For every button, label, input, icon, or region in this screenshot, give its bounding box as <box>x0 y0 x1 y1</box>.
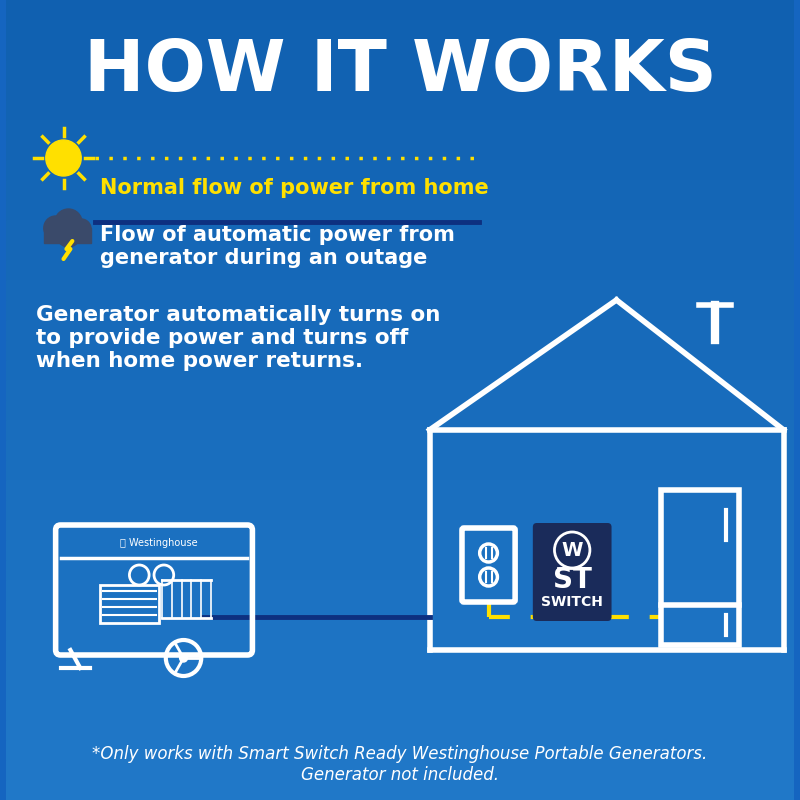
Bar <box>6 120 794 140</box>
Bar <box>6 200 794 220</box>
Text: Generator automatically turns on
to provide power and turns off
when home power : Generator automatically turns on to prov… <box>36 305 440 371</box>
Text: Flow of automatic power from
generator during an outage: Flow of automatic power from generator d… <box>100 225 454 268</box>
Bar <box>6 220 794 240</box>
Bar <box>6 560 794 580</box>
Text: W: W <box>562 541 583 559</box>
Bar <box>6 760 794 780</box>
Bar <box>6 380 794 400</box>
Bar <box>6 480 794 500</box>
Bar <box>661 490 739 645</box>
Bar <box>100 585 159 623</box>
Text: ⓦ Westinghouse: ⓦ Westinghouse <box>120 538 198 548</box>
Bar <box>6 0 794 20</box>
Bar <box>6 700 794 720</box>
Bar <box>6 20 794 40</box>
Bar <box>6 280 794 300</box>
Bar <box>6 400 794 420</box>
FancyBboxPatch shape <box>533 523 611 621</box>
Text: *Only works with Smart Switch Ready Westinghouse Portable Generators.
Generator : *Only works with Smart Switch Ready West… <box>92 745 708 784</box>
Circle shape <box>554 532 590 568</box>
Bar <box>6 780 794 800</box>
Bar <box>6 40 794 60</box>
Bar <box>6 580 794 600</box>
Bar <box>6 360 794 380</box>
Circle shape <box>54 209 82 237</box>
Bar <box>6 640 794 660</box>
Bar <box>6 460 794 480</box>
Bar <box>44 228 91 243</box>
Bar <box>6 680 794 700</box>
Bar <box>6 300 794 320</box>
Text: ST: ST <box>553 566 592 594</box>
Bar <box>6 520 794 540</box>
Bar <box>6 420 794 440</box>
Bar <box>6 80 794 100</box>
Bar <box>6 160 794 180</box>
Circle shape <box>57 223 80 247</box>
Text: Normal flow of power from home: Normal flow of power from home <box>100 178 489 198</box>
Circle shape <box>180 654 187 662</box>
Bar <box>6 140 794 160</box>
Bar <box>6 660 794 680</box>
Text: HOW IT WORKS: HOW IT WORKS <box>83 38 717 106</box>
Bar <box>6 180 794 200</box>
Bar <box>6 620 794 640</box>
Bar <box>6 320 794 340</box>
Bar <box>6 340 794 360</box>
Bar <box>6 720 794 740</box>
Bar <box>6 600 794 620</box>
Text: SWITCH: SWITCH <box>542 595 603 609</box>
Bar <box>6 440 794 460</box>
Circle shape <box>46 140 82 176</box>
Bar <box>6 540 794 560</box>
Bar <box>6 260 794 280</box>
Circle shape <box>44 216 67 240</box>
Bar <box>6 740 794 760</box>
Bar <box>6 60 794 80</box>
Bar <box>6 100 794 120</box>
Bar <box>6 240 794 260</box>
Circle shape <box>71 219 91 239</box>
Bar <box>6 500 794 520</box>
